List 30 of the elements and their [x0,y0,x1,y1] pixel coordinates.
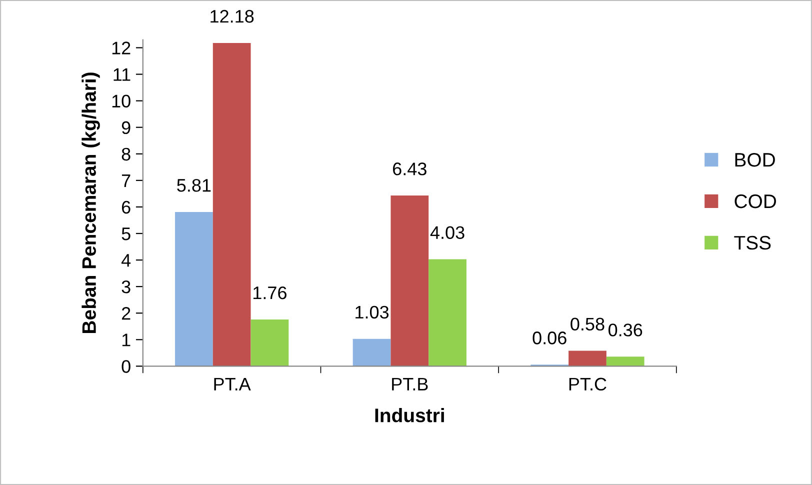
y-tick-label: 1 [122,334,130,346]
y-tick-label: 7 [122,174,130,187]
data-label: 0.36 [608,324,642,336]
data-label: 12.18 [210,10,254,23]
data-label: 1.76 [254,286,286,300]
data-label: 0.06 [532,332,566,344]
y-tick-label: 3 [122,280,130,294]
data-label: 5.81 [177,178,211,192]
y-tick-label: 10 [112,94,130,108]
y-tick-label: 9 [122,121,130,134]
y-tick-label: 12 [112,42,130,54]
y-axis-title: Beban Pencemaran (kg/hari) [82,72,100,333]
x-tick-label: PT.A [214,378,251,390]
legend-label: BOD [735,152,775,167]
y-tick-label: 11 [114,68,130,81]
x-tick-label: PT.C [569,378,606,391]
y-tick-label: 2 [122,307,130,320]
y-tick-label: 8 [122,148,130,161]
legend-label: COD [734,194,776,208]
y-tick-label: 4 [121,254,131,267]
data-label: 4.03 [430,226,464,239]
y-tick-label: 6 [122,200,130,214]
legend-label: TSS [734,236,771,250]
data-label: 6.43 [393,162,426,176]
y-tick-label: 0 [122,360,130,373]
data-label: 1.03 [356,306,389,319]
x-tick-label: PT.B [392,378,428,390]
x-axis-title: Industri [375,408,444,422]
data-label: 0.58 [570,318,604,331]
y-tick-label: 5 [122,228,130,240]
